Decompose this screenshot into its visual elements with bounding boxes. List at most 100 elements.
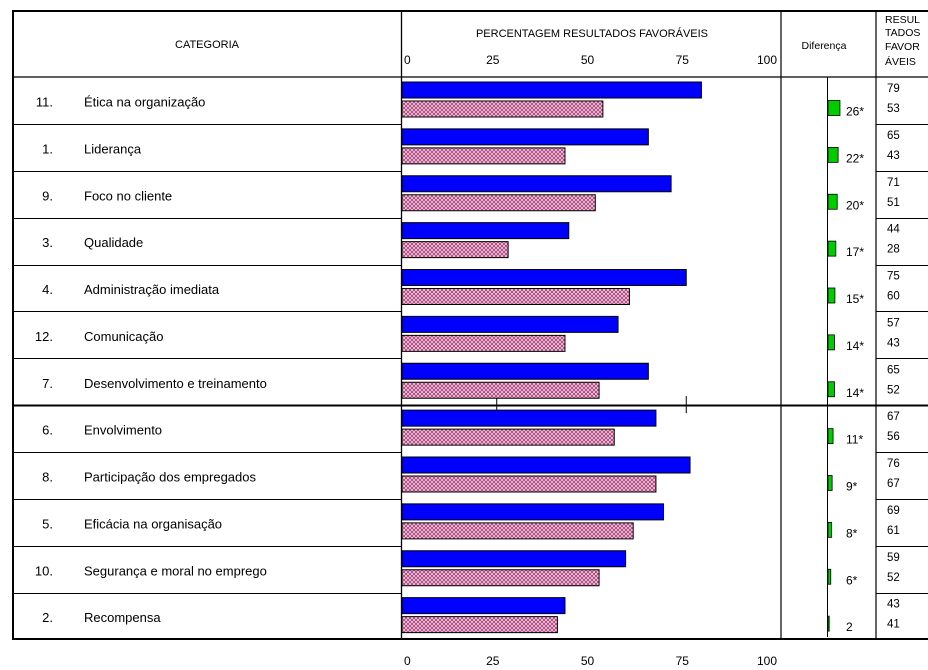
difference-bar (827, 146, 839, 163)
result-value: 52 (887, 384, 900, 396)
category-number: 9. (42, 188, 53, 203)
category-label: Administração imediata (84, 282, 220, 297)
difference-header: Diferença (802, 40, 847, 52)
table-row: 6. Envolvimento 67 56 11* (42, 409, 900, 447)
difference-bar (827, 615, 830, 632)
table-header: CATEGORIA PERCENTAGEM RESULTADOS FAVORÁV… (175, 14, 920, 68)
result-value: 75 (887, 271, 900, 283)
result-value: 65 (887, 130, 900, 142)
result-value: 67 (887, 411, 900, 423)
difference-label: 26* (846, 105, 864, 119)
result-value: 41 (887, 619, 900, 631)
difference-label: 20* (846, 198, 864, 212)
result-value: 71 (887, 177, 900, 189)
category-label: Liderança (84, 141, 142, 156)
bar-series-2 (401, 522, 634, 540)
result-value: 60 (887, 291, 900, 303)
category-number: 5. (42, 516, 53, 531)
bar-series-1 (401, 175, 672, 193)
results-header-line: TADOS (885, 27, 920, 39)
bar-series-1 (401, 128, 649, 146)
bar-series-2 (401, 475, 657, 493)
result-value: 43 (887, 150, 900, 162)
difference-bar (827, 521, 833, 538)
difference-bar (827, 334, 835, 351)
results-header-line: RESUL (885, 14, 920, 26)
difference-label: 14* (846, 386, 864, 400)
category-label: Envolvimento (84, 423, 162, 438)
result-value: 69 (887, 505, 900, 517)
difference-bar (827, 428, 834, 445)
bottom-tick-label: 25 (486, 654, 500, 668)
result-value: 65 (887, 364, 900, 376)
bar-series-2 (401, 241, 509, 259)
table-row: 9. Foco no cliente 71 51 20* (42, 175, 900, 212)
bottom-tick-label: 50 (581, 654, 595, 668)
bar-series-2 (401, 288, 630, 305)
difference-bar (827, 287, 836, 304)
table-row: 7. Desenvolvimento e treinamento 65 52 14* (42, 362, 900, 400)
bottom-axis-ticks: 0 25 50 75 100 (404, 654, 777, 668)
difference-bar (827, 475, 833, 491)
category-number: 1. (42, 141, 53, 156)
table-row: 11. Ética na organização 79 53 26* (36, 81, 900, 119)
result-value: 76 (887, 458, 900, 470)
difference-label: 11* (846, 433, 863, 447)
bar-series-2 (401, 428, 615, 446)
table-row: 12. Comunicação 57 43 14* (35, 315, 900, 353)
category-label: Ética na organização (84, 95, 205, 110)
bar-series-1 (401, 409, 657, 427)
result-value: 43 (887, 599, 900, 611)
result-value: 44 (887, 224, 900, 236)
bar-series-1 (401, 550, 627, 568)
difference-label: 17* (846, 245, 864, 259)
difference-bar (827, 100, 841, 116)
category-number: 3. (42, 235, 53, 250)
difference-bar (827, 568, 832, 585)
category-number: 2. (42, 610, 53, 625)
category-label: Desenvolvimento e treinamento (84, 376, 267, 391)
table-row: 2. Recompensa 43 41 2 (42, 597, 900, 634)
bar-series-2 (401, 569, 600, 587)
category-label: Foco no cliente (84, 188, 172, 203)
category-number: 6. (42, 423, 53, 438)
difference-label: 22* (846, 151, 864, 165)
bar-series-1 (401, 222, 570, 240)
category-header: CATEGORIA (175, 39, 240, 51)
bar-series-1 (401, 456, 691, 474)
table-row: 4. Administração imediata 75 60 15* (42, 269, 900, 306)
difference-label: 2 (846, 620, 853, 634)
difference-label: 8* (846, 526, 858, 540)
bar-series-1 (401, 269, 687, 286)
row-separators (13, 124, 928, 594)
bar-series-1 (401, 315, 619, 333)
category-label: Comunicação (84, 329, 164, 344)
category-label: Segurança e moral no emprego (84, 563, 267, 578)
top-tick-label: 50 (581, 53, 595, 67)
outer-border (12, 10, 928, 640)
bar-series-2 (401, 100, 604, 118)
result-value: 67 (887, 478, 900, 490)
top-tick-label: 100 (757, 53, 777, 67)
result-value: 57 (887, 317, 900, 329)
bar-series-2 (401, 334, 566, 352)
result-value: 56 (887, 431, 900, 443)
bar-series-1 (401, 503, 665, 521)
difference-bar (827, 381, 835, 398)
bar-series-2 (401, 616, 558, 634)
top-tick-label: 25 (486, 53, 500, 67)
result-value: 61 (887, 525, 900, 537)
top-tick-label: 0 (404, 53, 411, 67)
bar-series-1 (401, 81, 702, 99)
difference-label: 9* (846, 480, 858, 494)
result-value: 28 (887, 244, 900, 256)
bar-series-2 (401, 194, 596, 212)
category-number: 4. (42, 282, 53, 297)
chart-title: PERCENTAGEM RESULTADOS FAVORÁVEIS (476, 27, 708, 40)
table-row: 8. Participação dos empregados 76 67 9* (42, 456, 900, 494)
category-number: 10. (35, 563, 53, 578)
table-row: 5. Eficácia na organisação 69 61 8* (42, 503, 900, 540)
bottom-tick-label: 100 (757, 654, 777, 668)
